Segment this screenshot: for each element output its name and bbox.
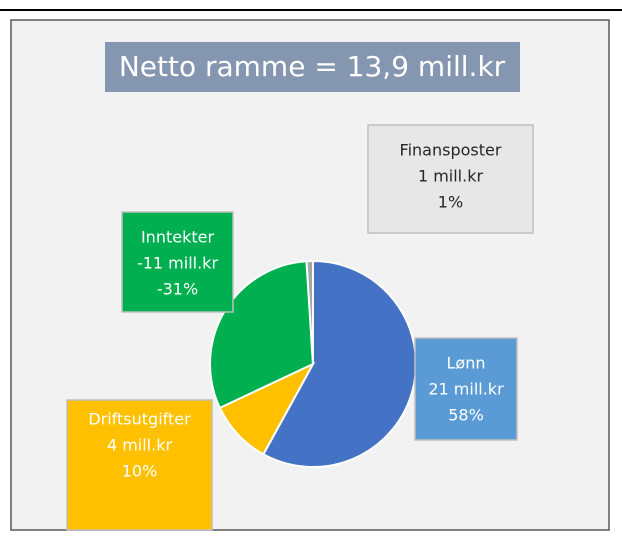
pie	[209, 259, 417, 468]
label-box	[367, 124, 534, 234]
label-amount: 21 mill.kr	[428, 380, 504, 399]
label-name: Driftsutgifter	[88, 410, 191, 429]
label-box	[121, 211, 234, 313]
label-percent: -31%	[157, 280, 198, 299]
pie-slice	[262, 259, 417, 468]
pie-slice	[305, 259, 314, 365]
label-amount: 4 mill.kr	[107, 436, 173, 455]
data-labels: Lønn 21 mill.kr 58% Driftsutgifter 4 mill.kr…	[66, 124, 534, 531]
label-name: Finansposter	[400, 141, 502, 160]
label-percent: 1%	[438, 193, 463, 212]
label-amount: -11 mill.kr	[137, 254, 218, 273]
label-name: Inntekter	[141, 228, 215, 247]
label-box	[414, 337, 518, 441]
label-percent: 10%	[122, 462, 158, 481]
label-amount: 1 mill.kr	[418, 167, 484, 186]
chart-title: Netto ramme = 13,9 mill.kr	[119, 50, 506, 83]
label-name: Lønn	[447, 354, 486, 373]
title-box	[105, 42, 520, 92]
label-box	[66, 399, 213, 531]
label-percent: 58%	[448, 406, 484, 425]
